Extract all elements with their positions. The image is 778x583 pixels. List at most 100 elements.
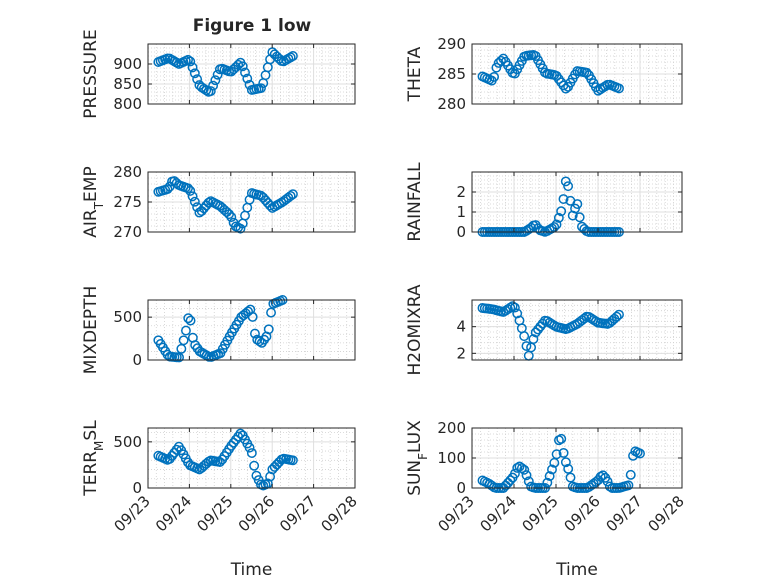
data-point — [263, 324, 274, 335]
data-point — [556, 206, 567, 217]
x-tick-label: 09/25 — [519, 492, 562, 535]
data-point — [205, 86, 216, 97]
data-point — [244, 442, 255, 453]
data-point — [604, 481, 615, 492]
data-point — [549, 457, 560, 468]
data-point — [185, 315, 196, 326]
data-point — [183, 313, 194, 324]
x-tick-label: 09/28 — [645, 492, 688, 535]
data-point — [496, 55, 506, 66]
x-tick-label: 09/27 — [276, 492, 319, 535]
y-tick-label: 0 — [456, 479, 466, 497]
y-tick-label: 280 — [113, 163, 142, 181]
y-label-main: TERR — [81, 451, 101, 497]
y-axis-label: PRESSURE — [81, 29, 101, 118]
y-label-subscript: F — [416, 453, 430, 460]
data-point — [544, 471, 555, 482]
data-point — [162, 349, 173, 360]
data-point — [187, 191, 198, 202]
data-point — [565, 472, 576, 483]
data-point — [553, 212, 564, 223]
y-tick-label: 270 — [113, 223, 142, 241]
subplot-mixdepth: 0 500 MIXDEPTH — [81, 286, 356, 375]
data-point — [614, 309, 624, 320]
y-tick-label: 290 — [437, 35, 466, 53]
axes-frame — [147, 299, 356, 361]
data-point — [237, 61, 248, 72]
y-label-main: SUN — [405, 460, 425, 496]
data-point — [509, 302, 520, 313]
data-point — [208, 80, 219, 91]
y-label-main: MIXDEPTH — [81, 286, 101, 375]
data-point — [192, 74, 203, 85]
data-point — [551, 449, 562, 460]
data-point — [183, 183, 193, 194]
data-point — [521, 341, 532, 351]
data-point — [185, 185, 196, 196]
y-axis-label: SUNFLUX — [405, 420, 430, 496]
data-point — [600, 81, 611, 92]
data-point — [256, 83, 266, 94]
y-tick-label: 800 — [113, 95, 142, 113]
data-point — [528, 334, 539, 345]
data-point — [558, 194, 569, 205]
data-point — [581, 67, 592, 78]
data-point — [210, 75, 221, 86]
plot-area — [148, 428, 355, 488]
subplot-h2omixra: 2 4 H2OMIXRA — [405, 284, 683, 376]
subplot-pressure: 800 850 900 PRESSURE — [81, 29, 356, 119]
y-axis-label: AIRTEMP — [81, 166, 106, 237]
data-point — [224, 209, 234, 220]
data-point — [505, 302, 516, 313]
x-tick-label: 09/23 — [111, 492, 154, 535]
y-tick-label: 500 — [113, 433, 142, 451]
x-tick-label: 09/23 — [435, 492, 478, 535]
data-point — [635, 448, 645, 459]
x-axis-label: Time — [230, 560, 273, 580]
y-tick-label: 285 — [437, 65, 466, 83]
y-tick-label: 1 — [456, 203, 466, 221]
y-tick-label: 100 — [437, 449, 466, 467]
x-tick-label: 09/26 — [235, 492, 278, 535]
data-point — [240, 67, 250, 78]
subplot-air: 270 275 280 AIRTEMP — [81, 163, 356, 241]
data-point — [162, 184, 173, 195]
y-label-tail: SL — [81, 420, 101, 441]
y-label-tail: LUX — [405, 420, 425, 453]
x-tick-label: 09/24 — [152, 492, 195, 535]
figure-title: Figure 1 low — [193, 16, 312, 36]
y-axis-label: MIXDEPTH — [81, 286, 101, 375]
data-point — [574, 212, 585, 223]
y-tick-label: 900 — [113, 55, 142, 73]
y-label-main: THETA — [405, 46, 425, 102]
data-point — [512, 308, 523, 319]
y-axis-label: TERRMSL — [81, 420, 106, 497]
y-axis-label: H2OMIXRA — [405, 284, 425, 375]
data-point — [242, 73, 253, 84]
axes-frame — [471, 299, 683, 361]
data-point — [287, 51, 298, 61]
data-point — [597, 470, 608, 481]
y-label-main: RAINFALL — [405, 162, 425, 242]
x-axis-label: Time — [555, 560, 598, 580]
data-point — [560, 83, 571, 94]
y-label-main: PRESSURE — [81, 29, 101, 118]
y-tick-label: 200 — [437, 419, 466, 437]
data-point — [183, 54, 193, 65]
data-point — [563, 463, 574, 474]
data-point — [521, 470, 532, 481]
x-tick-label: 09/28 — [318, 492, 361, 535]
data-point — [563, 181, 574, 192]
data-point — [491, 62, 502, 73]
data-point — [551, 219, 562, 230]
data-point — [233, 59, 244, 70]
data-point — [185, 56, 196, 67]
data-point — [249, 460, 260, 471]
data-point — [203, 197, 214, 208]
y-tick-label: 0 — [132, 351, 142, 369]
data-point — [595, 471, 606, 482]
data-point — [265, 200, 276, 211]
